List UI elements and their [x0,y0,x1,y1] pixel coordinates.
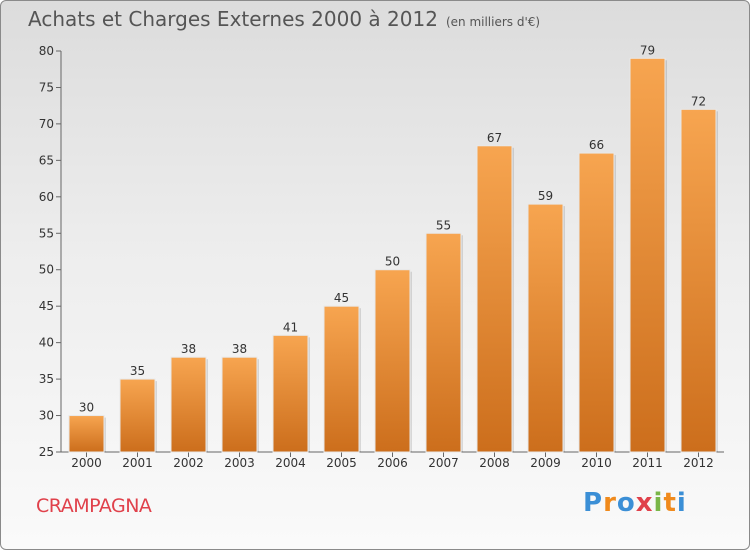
bar [527,203,564,453]
x-tick-label: 2000 [71,456,102,470]
chart-title-text: Achats et Charges Externes 2000 à 2012 [28,7,438,31]
y-tick-label: 25 [39,445,54,459]
bar [323,305,360,453]
y-tick-label: 70 [39,117,54,131]
bar [476,145,513,453]
bar-value-label: 66 [589,138,604,152]
bar-value-label: 72 [691,94,706,108]
bar-value-label: 38 [181,342,196,356]
x-tick-label: 2008 [479,456,510,470]
bar [221,356,258,453]
logo-letter: t [663,488,677,518]
bar [68,415,105,453]
bar-value-label: 41 [283,320,298,334]
commune-name: CRAMPAGNA [36,495,152,517]
y-tick-label: 35 [39,372,54,386]
bar [425,232,462,453]
x-tick-label: 2001 [122,456,153,470]
bar-value-label: 30 [79,401,94,415]
x-tick-label: 2002 [173,456,204,470]
bar [170,356,207,453]
bar-value-label: 50 [385,255,400,269]
bar [119,378,156,453]
y-tick-label: 55 [39,226,54,240]
y-tick-label: 65 [39,153,54,167]
bar [272,334,309,453]
bar-value-label: 55 [436,218,451,232]
logo-letter: i [653,488,664,518]
x-tick-label: 2004 [275,456,306,470]
logo-letter: i [676,488,687,518]
x-tick-label: 2003 [224,456,255,470]
bar [374,269,411,453]
x-tick-label: 2012 [683,456,714,470]
x-tick-label: 2007 [428,456,459,470]
x-tick-label: 2011 [632,456,663,470]
y-tick-label: 40 [39,336,54,350]
bar-value-label: 45 [334,291,349,305]
y-tick-label: 45 [39,299,54,313]
bar-value-label: 67 [487,131,502,145]
bar-value-label: 35 [130,364,145,378]
y-tick-label: 80 [39,44,54,58]
chart-title: Achats et Charges Externes 2000 à 2012 (e… [28,7,540,31]
chart-bars [68,57,718,453]
x-tick-label: 2009 [530,456,561,470]
x-tick-label: 2010 [581,456,612,470]
bar [629,57,666,453]
proxiti-logo: Proxiti [583,488,687,518]
logo-letter: o [616,488,636,518]
x-tick-label: 2005 [326,456,357,470]
bar-value-label: 38 [232,342,247,356]
y-tick-label: 60 [39,190,54,204]
logo-letter: P [583,488,604,518]
chart-axes: 25 30 35 40 45 50 55 60 65 70 75 80 2000 2001 2002 2003… [39,44,724,470]
bar [578,152,615,453]
bar-value-label: 79 [640,43,655,57]
chart-subtitle: (en milliers d'€) [445,15,541,29]
bar-value-label: 59 [538,189,553,203]
logo-letter: r [603,488,617,518]
y-tick-label: 50 [39,263,54,277]
chart-data-labels: 30 35 38 38 41 45 50 55 67 59 66 79 72 [79,43,706,414]
y-tick-label: 30 [39,409,54,423]
bar [680,108,717,453]
x-tick-label: 2006 [377,456,408,470]
y-tick-label: 75 [39,80,54,94]
logo-letter: x [635,488,654,518]
